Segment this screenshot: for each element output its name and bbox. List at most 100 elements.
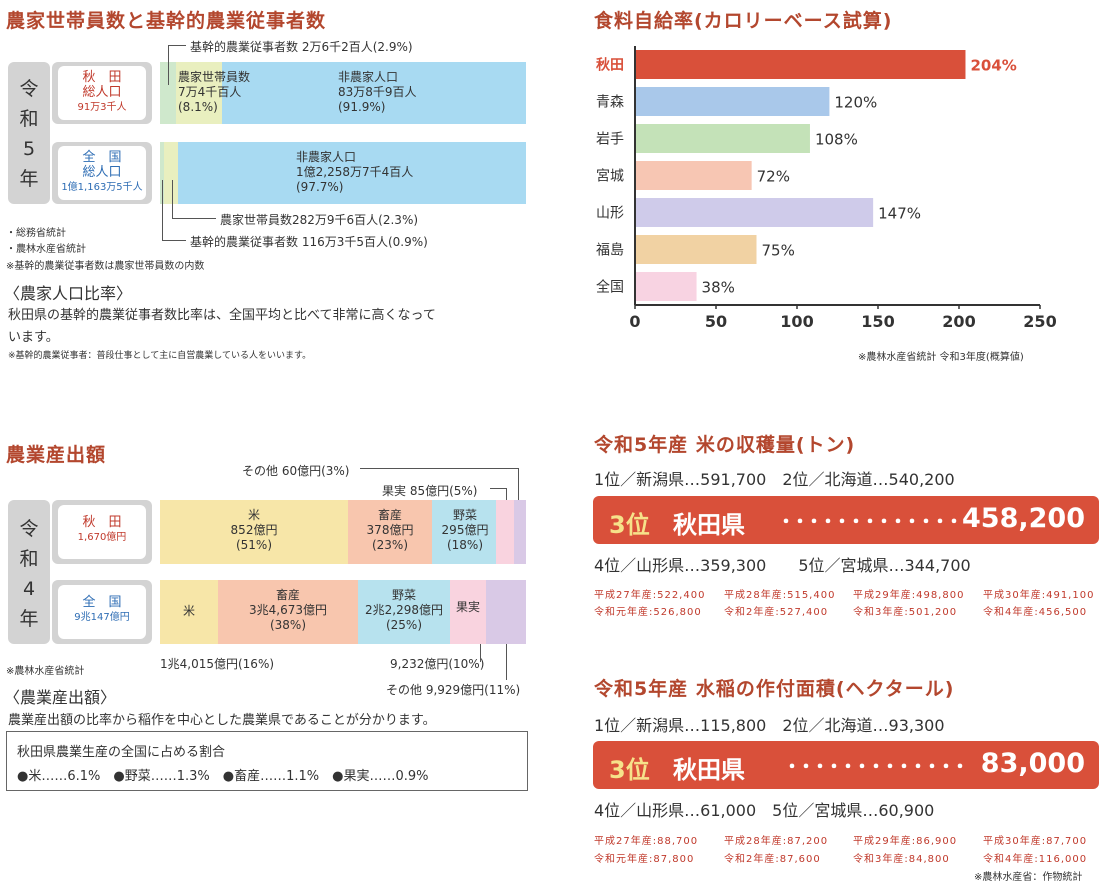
nation-other-value: その他 9,929億円(11%): [386, 683, 521, 697]
akita-rice-l3: (51%): [235, 538, 273, 552]
section3-title: 農業産出額: [6, 444, 107, 466]
paddy-history: 平成27年産:88,700: [594, 836, 699, 847]
bar: [635, 124, 810, 153]
paddy-history: 平成30年産:87,700: [983, 836, 1088, 847]
rice-bottom-ranks: 4位／山形県…359,300 5位／宮城県…344,700: [594, 556, 971, 575]
value-label: 108%: [815, 131, 858, 149]
akita-output-total: 1,670億円: [77, 532, 127, 543]
note-line: ※基幹的農業従事者数は農家世帯員数の内数: [6, 261, 205, 272]
nation-name: 全 国: [82, 150, 122, 165]
nation-pop-panel: 全 国 総人口 1億1,163万5千人: [52, 142, 152, 204]
section1-title: 農家世帯員数と基幹的農業従事者数: [6, 10, 327, 32]
nation-core-label: 基幹的農業従事者数 116万3千5百人(0.9%): [190, 235, 428, 249]
paddy-bottom-ranks: 4位／山形県…61,000 5位／宮城県…60,900: [594, 801, 935, 820]
value-label: 72%: [757, 168, 790, 186]
akita-veg-l3: (18%): [446, 538, 484, 552]
akita-rice-l2: 852億円: [230, 523, 278, 537]
x-tick-label: 0: [629, 312, 640, 331]
paddy-rank: 3位: [609, 756, 650, 784]
paddy-value: 83,000: [980, 748, 1085, 779]
nation-nonfarm-segment: [178, 142, 526, 204]
akita-veg-l2: 295億円: [441, 523, 489, 537]
rice-history: 平成27年産:522,400: [594, 590, 706, 601]
value-label: 38%: [702, 279, 735, 297]
rice-rank: 3位: [609, 511, 650, 539]
rice-history: 平成29年産:498,800: [853, 590, 965, 601]
akita-total: 91万3千人: [77, 102, 127, 113]
rice-top-ranks: 1位／新潟県…591,700 2位／北海道…540,200: [594, 470, 955, 489]
output-text: 農業産出額の比率から稲作を中心とした農業県であることが分かります。: [8, 713, 436, 728]
value-label: 75%: [762, 242, 795, 260]
note-line: ・農林水産省統計: [6, 244, 86, 255]
year-char: 令: [19, 78, 39, 100]
value-label: 204%: [970, 57, 1016, 75]
nation-livestock-l1: 畜産: [275, 588, 300, 602]
category-label: 福島: [596, 243, 624, 259]
paddy-pref: 秋田県: [673, 756, 745, 784]
akita-farm-l1: 農家世帯員数: [178, 70, 251, 84]
paddy-history: 平成28年産:87,200: [724, 836, 829, 847]
akita-veg-segment: [432, 500, 496, 564]
nation-veg-l3: (25%): [385, 618, 423, 632]
nation-total: 1億1,163万5千人: [61, 182, 143, 193]
share-box-items: ●米……6.1% ●野菜……1.3% ●畜産……1.1% ●果実……0.9%: [17, 769, 429, 784]
bar: [635, 198, 874, 227]
bar: [635, 235, 757, 264]
nation-livestock-segment: [218, 580, 358, 644]
x-tick-label: 200: [942, 312, 975, 331]
nation-nonfarm-label: 非農家人口 1億2,258万7千4百人 (97.7%): [296, 150, 413, 195]
akita-core-label: 基幹的農業従事者数 2万6千2百人(2.9%): [190, 40, 413, 54]
year-char: 和: [19, 548, 39, 570]
category-label: 宮城: [596, 169, 624, 185]
akita-fruit-label: 果実 85億円(5%): [382, 484, 478, 498]
rice-dots: ・・・・・・・・・・・・・: [777, 512, 963, 533]
akita-farm-segment: [176, 62, 222, 124]
category-label: 全国: [596, 279, 624, 296]
category-label: 秋田: [596, 57, 624, 74]
x-tick-label: 150: [861, 312, 894, 331]
akita-livestock-segment: [348, 500, 432, 564]
output-source: ※農林水産省統計: [6, 666, 85, 677]
bar: [635, 272, 697, 301]
ratio-title: 〈農家人口比率〉: [4, 284, 133, 303]
year-char: 令: [19, 518, 39, 540]
bar: [635, 87, 830, 116]
nation-fruit-segment: [450, 580, 486, 644]
x-tick-label: 100: [780, 312, 813, 331]
share-box: 秋田県農業生産の全国に占める割合 ●米……6.1% ●野菜……1.3% ●畜産……: [6, 731, 528, 791]
rice-history: 平成28年産:515,400: [724, 590, 836, 601]
bar: [635, 161, 752, 190]
nation-farm-segment: [164, 142, 178, 204]
year-char: 和: [19, 108, 39, 130]
nation-veg-l2: 2兆2,298億円: [365, 603, 443, 617]
paddy-akita-bar: 3位 秋田県 ・・・・・・・・・・・・・ 83,000: [593, 741, 1099, 789]
akita-rice-l1: 米: [247, 508, 260, 522]
akita-sub: 総人口: [82, 85, 122, 100]
rice-value: 458,200: [962, 503, 1085, 534]
x-tick-label: 50: [705, 312, 727, 331]
year-label-r4: 令 和 4 年: [8, 500, 50, 644]
nation-nonfarm-l1: 非農家人口: [296, 150, 357, 164]
nation-other-segment: [486, 580, 526, 644]
rice-akita-bar: 3位 秋田県 ・・・・・・・・・・・・・ 458,200: [593, 496, 1099, 544]
year-char: 年: [19, 168, 39, 190]
akita-livestock-l3: (23%): [371, 538, 409, 552]
food-sufficiency-chart: 秋田 204% 青森 120% 岩手 108% 宮城 72% 山形 147% 福島 75% 全国 38% 0…: [596, 46, 1057, 331]
akita-nonfarm-l3: (91.9%): [338, 100, 386, 114]
rice-history: 令和元年産:526,800: [594, 607, 702, 618]
akita-other-label: その他 60億円(3%): [242, 464, 350, 478]
akita-nonfarm-segment: [222, 62, 526, 124]
value-label: 120%: [834, 94, 877, 112]
akita-livestock-l1: 畜産: [377, 508, 402, 522]
paddy-history: 令和4年産:116,000: [983, 854, 1088, 865]
nation-nonfarm-l3: (97.7%): [296, 180, 344, 194]
akita-fruit-segment: [496, 500, 514, 564]
nation-sub: 総人口: [82, 165, 122, 180]
akita-output-panel: 秋 田 1,670億円: [52, 500, 152, 564]
note-line: ・総務省統計: [6, 228, 66, 239]
nation-livestock-label: 畜産 3兆4,673億円 (38%): [218, 588, 358, 633]
akita-veg-label: 野菜 295億円 (18%): [432, 508, 498, 553]
nation-rice-value: 1兆4,015億円(16%): [160, 657, 275, 671]
year-char: 4: [22, 578, 36, 600]
ratio-note: ※基幹的農業従事者：普段仕事として主に自営農業している人をいいます。: [8, 351, 312, 361]
